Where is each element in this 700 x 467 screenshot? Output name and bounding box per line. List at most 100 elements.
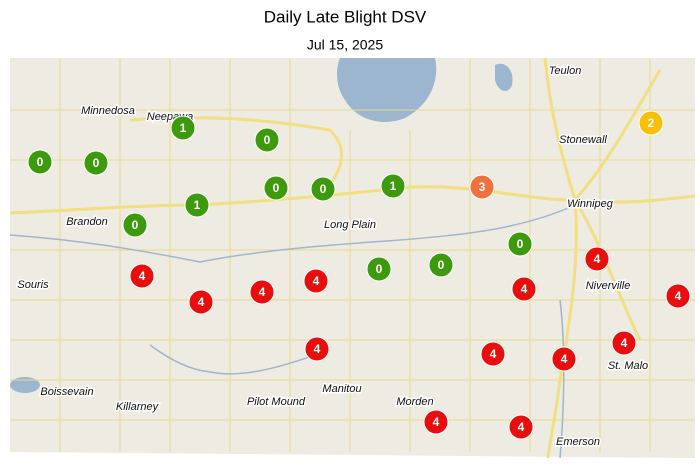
station-marker: 4 xyxy=(551,346,577,372)
station-marker: 4 xyxy=(611,330,637,356)
station-marker: 1 xyxy=(184,192,210,218)
marker-dot xyxy=(184,192,210,218)
marker-value: 0 xyxy=(273,181,280,195)
title: Daily Late Blight DSV xyxy=(264,7,427,26)
marker-value: 4 xyxy=(561,352,568,366)
station-marker: 4 xyxy=(188,289,214,315)
marker-dot xyxy=(263,175,289,201)
station-marker: 4 xyxy=(511,276,537,302)
station-marker: 0 xyxy=(507,231,533,257)
marker-dot xyxy=(611,330,637,356)
station-marker: 1 xyxy=(380,173,406,199)
place-label: Stonewall xyxy=(559,134,607,146)
marker-value: 4 xyxy=(521,282,528,296)
marker-value: 4 xyxy=(518,420,525,434)
station-marker: 0 xyxy=(122,212,148,238)
marker-value: 4 xyxy=(198,295,205,309)
marker-dot xyxy=(428,252,454,278)
station-marker: 3 xyxy=(469,174,495,200)
place-label: Teulon xyxy=(549,65,582,77)
marker-dot xyxy=(366,256,392,282)
station-marker: 4 xyxy=(584,246,610,272)
station-marker: 0 xyxy=(428,252,454,278)
marker-value: 1 xyxy=(180,121,187,135)
date: Jul 15, 2025 xyxy=(307,37,383,53)
station-marker: 4 xyxy=(423,409,449,435)
station-marker: 4 xyxy=(508,414,534,440)
station-marker: 4 xyxy=(129,263,155,289)
marker-dot xyxy=(551,346,577,372)
marker-value: 0 xyxy=(376,262,383,276)
marker-dot xyxy=(129,263,155,289)
marker-value: 0 xyxy=(264,133,271,147)
marker-value: 0 xyxy=(517,237,524,251)
station-marker: 4 xyxy=(249,279,275,305)
marker-value: 4 xyxy=(490,347,497,361)
place-label: Morden xyxy=(396,396,433,408)
marker-value: 4 xyxy=(139,269,146,283)
marker-value: 4 xyxy=(259,285,266,299)
station-marker: 4 xyxy=(480,341,506,367)
place-label: Boissevain xyxy=(40,386,93,398)
marker-dot xyxy=(254,127,280,153)
marker-value: 4 xyxy=(313,274,320,288)
marker-dot xyxy=(303,268,329,294)
station-marker: 4 xyxy=(665,283,691,309)
station-marker: 0 xyxy=(310,176,336,202)
marker-value: 4 xyxy=(675,289,682,303)
marker-dot xyxy=(310,176,336,202)
marker-value: 0 xyxy=(93,156,100,170)
marker-value: 2 xyxy=(648,116,655,130)
marker-dot xyxy=(638,110,664,136)
place-label: Pilot Mound xyxy=(247,396,306,408)
marker-value: 4 xyxy=(621,336,628,350)
marker-value: 1 xyxy=(390,179,397,193)
marker-dot xyxy=(480,341,506,367)
markers: 1 0 0 0 1 0 0 1 3 2 0 0 0 0 4 4 4 4 4 4 4 4 4 4 4 4 4 xyxy=(27,110,691,440)
marker-value: 0 xyxy=(320,182,327,196)
place-label: Long Plain xyxy=(324,219,376,231)
marker-dot xyxy=(122,212,148,238)
station-marker: 0 xyxy=(254,127,280,153)
place-label: Manitou xyxy=(322,383,361,395)
marker-dot xyxy=(511,276,537,302)
marker-dot xyxy=(170,115,196,141)
marker-dot xyxy=(249,279,275,305)
marker-value: 4 xyxy=(594,252,601,266)
marker-dot xyxy=(665,283,691,309)
station-marker: 4 xyxy=(304,336,330,362)
marker-dot xyxy=(507,231,533,257)
station-marker: 0 xyxy=(83,150,109,176)
station-marker: 0 xyxy=(263,175,289,201)
marker-dot xyxy=(188,289,214,315)
station-marker: 0 xyxy=(366,256,392,282)
marker-value: 0 xyxy=(132,218,139,232)
station-marker: 0 xyxy=(27,149,53,175)
place-label: Niverville xyxy=(586,280,631,292)
place-label: Souris xyxy=(17,279,49,291)
marker-dot xyxy=(469,174,495,200)
marker-value: 0 xyxy=(37,155,44,169)
place-label: Emerson xyxy=(556,436,600,448)
marker-dot xyxy=(423,409,449,435)
marker-value: 3 xyxy=(479,180,486,194)
station-marker: 1 xyxy=(170,115,196,141)
marker-dot xyxy=(27,149,53,175)
marker-dot xyxy=(83,150,109,176)
station-marker: 4 xyxy=(303,268,329,294)
marker-value: 1 xyxy=(194,198,201,212)
place-label: St. Malo xyxy=(608,360,648,372)
station-marker: 2 xyxy=(638,110,664,136)
marker-value: 0 xyxy=(438,258,445,272)
marker-dot xyxy=(304,336,330,362)
marker-value: 4 xyxy=(314,342,321,356)
marker-dot xyxy=(380,173,406,199)
place-label: Winnipeg xyxy=(567,198,614,210)
marker-value: 4 xyxy=(433,415,440,429)
place-label: Brandon xyxy=(66,216,108,228)
marker-dot xyxy=(508,414,534,440)
marker-dot xyxy=(584,246,610,272)
place-label: Minnedosa xyxy=(81,105,135,117)
